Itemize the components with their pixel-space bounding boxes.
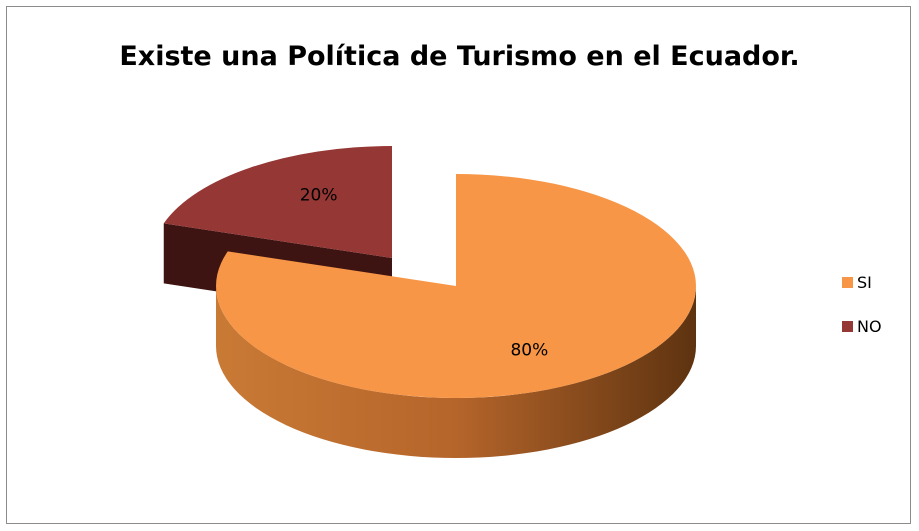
data-label-no: 20%: [300, 186, 338, 206]
legend-label-si: SI: [857, 272, 872, 292]
legend-swatch-no: [842, 320, 853, 332]
data-label-si: 80%: [510, 340, 548, 360]
legend-label-no: NO: [857, 316, 882, 336]
chart-title: Existe una Política de Turismo en el Ecu…: [119, 41, 800, 72]
legend: SI NO: [842, 272, 882, 360]
pie-slice-side-si: [216, 286, 696, 458]
legend-item-si: SI: [842, 272, 882, 292]
legend-item-no: NO: [842, 316, 882, 336]
pie-slice-si: [215, 174, 696, 458]
legend-swatch-si: [842, 276, 853, 288]
pie-slice-top-no: [163, 146, 392, 258]
pie-slice-top-si: [215, 174, 696, 398]
